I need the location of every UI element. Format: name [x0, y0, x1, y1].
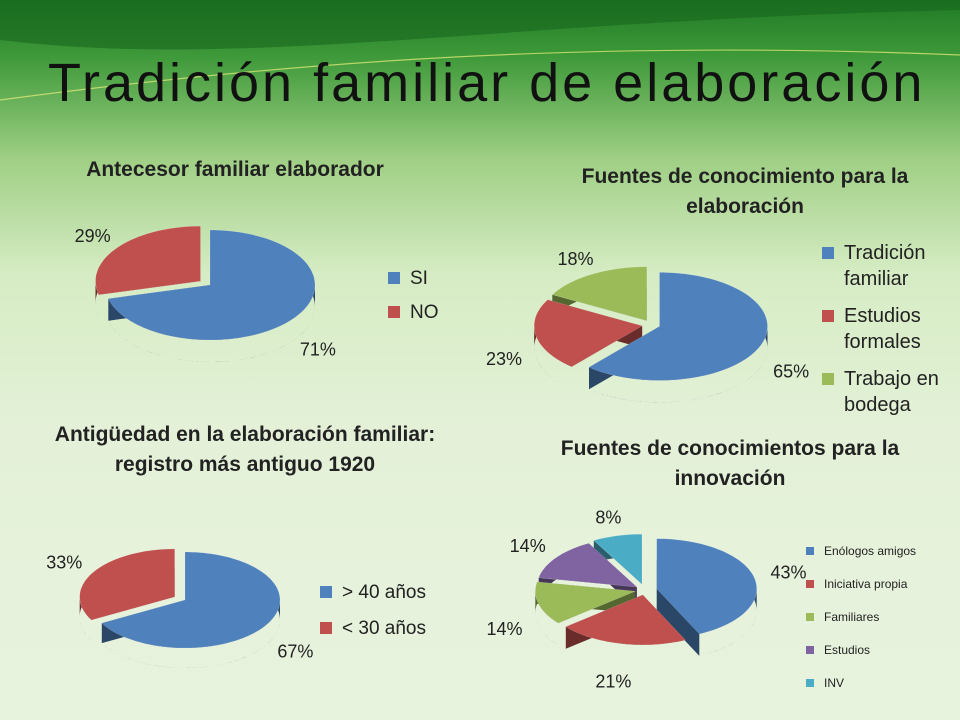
legend-label: Familiares [824, 610, 880, 624]
legend-swatch [806, 547, 814, 555]
legend-entry: Iniciativa propia [806, 576, 956, 592]
slice [79, 548, 175, 621]
legend-label: Enólogos amigos [824, 544, 917, 558]
legend-swatch [806, 613, 814, 621]
data-label: 18% [558, 249, 594, 269]
slide-title: Tradición familiar de elaboración [48, 53, 926, 113]
data-label: 43% [770, 563, 806, 583]
slice [565, 594, 686, 646]
data-label: 65% [773, 362, 809, 382]
legend-swatch [320, 586, 332, 598]
chart-title: Antecesor familiar elaborador [86, 158, 384, 181]
legend-entry: > 40 años [320, 580, 520, 605]
slice [101, 551, 281, 649]
slice [95, 225, 201, 296]
legend-swatch [822, 373, 834, 385]
data-label: 14% [510, 536, 546, 556]
slice [656, 538, 757, 635]
legend-label: < 30 años [342, 618, 426, 639]
slice [588, 272, 768, 381]
legend-swatch [388, 272, 400, 284]
chart-title: Fuentes de conocimientos para la innovac… [560, 437, 900, 490]
legend-entry: Familiares [806, 609, 956, 625]
slice [533, 299, 643, 368]
data-label: 67% [277, 642, 313, 662]
legend-entry: SI [388, 266, 588, 291]
legend-swatch [806, 679, 814, 687]
legend-entry: INV [806, 675, 956, 691]
legend-label: Tradición familiar [844, 242, 926, 290]
legend-label: INV [824, 676, 845, 690]
legend-swatch [806, 646, 814, 654]
legend-swatch [822, 310, 834, 322]
legend-entry: Estudios formales [822, 303, 957, 355]
slice-side [593, 534, 642, 607]
slice [107, 229, 316, 341]
legend-swatch [806, 580, 814, 588]
slice [593, 533, 643, 585]
chart-title: Antigüedad en la elaboración familiar: r… [54, 423, 436, 476]
legend-label: Estudios [824, 643, 871, 657]
data-label: 14% [487, 619, 523, 639]
data-label: 71% [300, 340, 336, 360]
legend-swatch [822, 247, 834, 259]
legend-label: Estudios formales [844, 305, 921, 353]
legend-label: > 40 años [342, 582, 426, 603]
legend-entry: Tradición familiar [822, 240, 957, 292]
slice [538, 542, 638, 588]
legend-swatch [388, 306, 400, 318]
legend-entry: NO [388, 300, 588, 325]
data-label: 23% [486, 349, 522, 369]
data-label: 29% [75, 226, 111, 246]
legend-entry: Enólogos amigos [806, 543, 956, 559]
legend-entry: Trabajo en bodega [822, 366, 957, 418]
legend-label: Iniciativa propia [824, 577, 908, 591]
slice [551, 266, 648, 322]
data-label: 33% [46, 553, 82, 573]
legend-entry: Estudios [806, 642, 956, 658]
data-label: 8% [595, 508, 621, 528]
legend-label: Trabajo en bodega [844, 368, 939, 416]
legend-entry: < 30 años [320, 616, 520, 641]
data-label: 21% [595, 672, 631, 692]
legend-swatch [320, 622, 332, 634]
chart-title: Fuentes de conocimiento para la elaborac… [581, 165, 909, 218]
legend-label: SI [410, 268, 428, 289]
legend-label: NO [410, 302, 439, 323]
slice [535, 581, 636, 624]
